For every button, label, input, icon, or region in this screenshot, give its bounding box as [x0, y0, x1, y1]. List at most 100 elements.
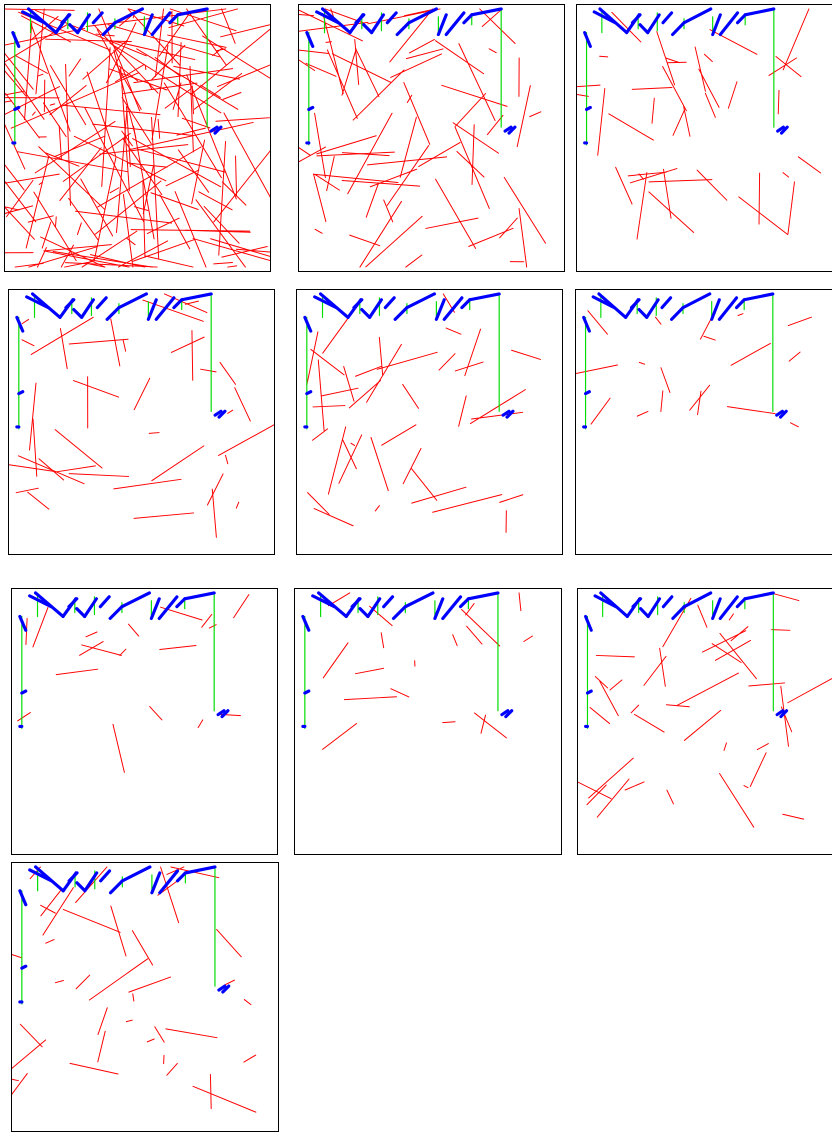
red-segment	[126, 1020, 132, 1021]
red-segment	[18, 456, 84, 484]
red-segment	[698, 391, 701, 414]
red-segment	[724, 743, 726, 751]
red-segment	[710, 30, 757, 55]
structure-bar	[152, 873, 160, 893]
structure-bar	[683, 294, 710, 308]
structure-bar	[744, 294, 773, 300]
red-segment	[657, 32, 675, 85]
structure-bar	[100, 597, 109, 607]
red-segment	[729, 614, 733, 620]
red-segment	[411, 469, 436, 501]
red-segment	[367, 157, 446, 165]
red-segment	[311, 349, 344, 374]
structure-bar	[15, 107, 19, 109]
structure-bar	[36, 867, 64, 891]
red-segment	[666, 58, 680, 63]
structure-bar	[639, 310, 647, 318]
red-segment	[132, 931, 152, 965]
red-segment	[323, 723, 357, 749]
structure-bar	[719, 298, 736, 320]
panel-3-canvas	[577, 5, 832, 271]
red-segment	[749, 683, 785, 686]
red-segment	[731, 627, 748, 641]
red-segment	[788, 182, 794, 234]
red-segment	[366, 183, 378, 217]
structure-bar	[720, 597, 737, 619]
structure-bar	[182, 294, 211, 300]
red-segment	[155, 1027, 164, 1042]
red-segment	[355, 39, 359, 84]
structure-bar	[394, 607, 406, 619]
red-segment	[221, 9, 270, 37]
red-segment	[178, 150, 208, 192]
red-segment	[470, 390, 525, 424]
red-segment	[234, 595, 249, 618]
red-segment	[123, 340, 126, 351]
structure-bar	[438, 15, 446, 35]
red-segment	[350, 235, 380, 246]
structure-bar	[20, 616, 26, 630]
red-segment	[366, 216, 422, 267]
structure-bar	[464, 15, 472, 23]
red-segment	[110, 188, 119, 193]
panel-1-canvas	[5, 5, 270, 271]
structure-bar	[461, 599, 469, 607]
red-segment	[30, 383, 36, 450]
red-segment	[214, 118, 270, 222]
structure-bar	[586, 392, 590, 394]
red-segment	[299, 49, 329, 54]
red-segment	[12, 945, 22, 958]
structure-bar	[177, 599, 185, 607]
structure-bar	[395, 308, 407, 320]
red-segment	[381, 633, 383, 648]
red-segment	[637, 411, 648, 416]
red-segment	[5, 101, 12, 106]
red-segment	[193, 1086, 256, 1112]
red-segment	[12, 1071, 18, 1081]
red-segment	[446, 328, 461, 334]
red-segment	[596, 655, 634, 656]
red-segment	[69, 59, 81, 76]
structure-bar	[713, 599, 721, 619]
red-segment	[7, 180, 34, 216]
structure-bar	[77, 609, 85, 617]
red-segment	[223, 92, 241, 99]
diagram-panel-8	[294, 588, 562, 855]
red-segment	[226, 455, 228, 463]
structure-bar	[397, 23, 409, 35]
structure-bar	[586, 616, 592, 630]
red-segment	[166, 1029, 217, 1038]
red-segment	[684, 107, 690, 137]
structure-bar	[97, 298, 106, 308]
red-segment	[738, 314, 743, 316]
red-segment	[403, 384, 419, 408]
red-segment	[31, 317, 93, 354]
red-segment	[5, 182, 19, 210]
red-segment	[308, 493, 329, 515]
structure-bar	[599, 294, 626, 317]
red-segment	[22, 319, 28, 323]
red-segment	[759, 173, 760, 224]
red-segment	[70, 1063, 118, 1074]
red-segment	[783, 9, 809, 70]
red-segment	[192, 331, 193, 381]
red-segment	[524, 636, 533, 641]
red-segment	[32, 112, 35, 115]
red-segment	[214, 263, 233, 264]
red-segment	[69, 198, 98, 239]
diagram-panel-1	[4, 4, 271, 272]
red-segment	[728, 82, 737, 109]
structure-bar	[600, 9, 627, 33]
red-segment	[50, 104, 54, 105]
diagram-panel-6	[575, 289, 832, 555]
structure-bar	[738, 15, 746, 23]
red-segment	[55, 430, 102, 468]
red-segment	[798, 157, 820, 173]
red-segment	[134, 513, 194, 518]
red-segment	[113, 724, 124, 772]
red-segment	[199, 192, 232, 210]
structure-bar	[641, 609, 649, 617]
red-segment	[480, 9, 515, 44]
red-segment	[313, 429, 328, 440]
panel-4-canvas	[9, 290, 274, 554]
